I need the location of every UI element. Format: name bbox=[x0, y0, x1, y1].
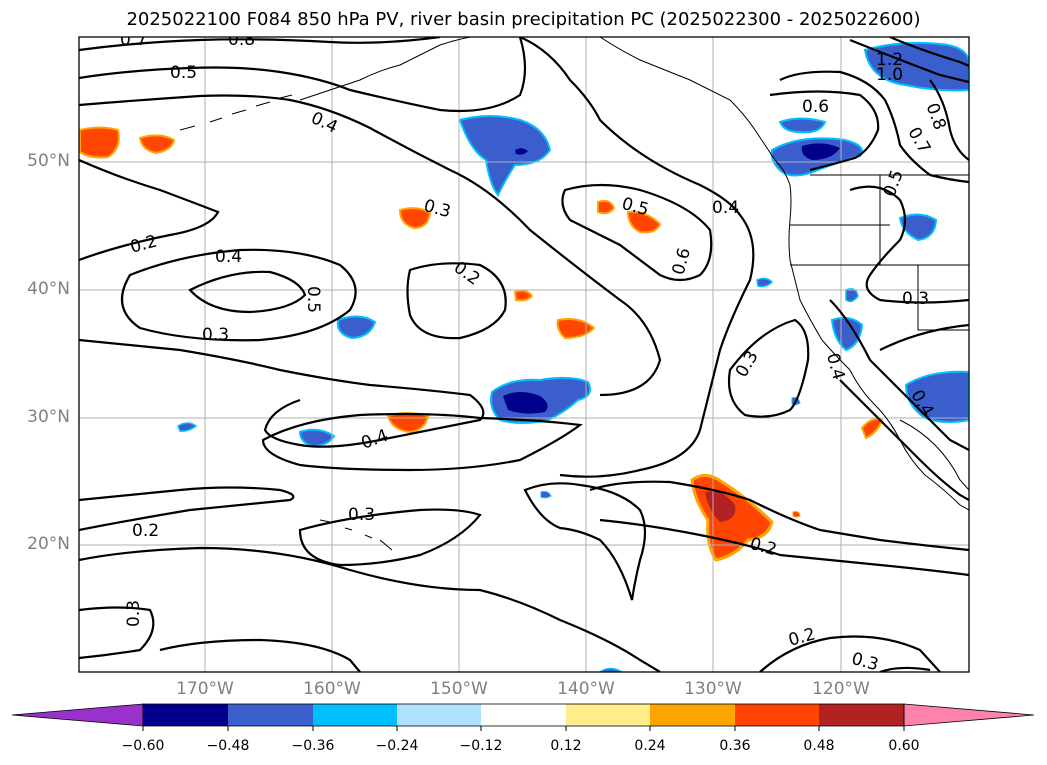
contour-label: 0.3 bbox=[202, 325, 229, 345]
lon-label-140w: 140°W bbox=[557, 679, 615, 699]
colorbar-bin bbox=[397, 704, 481, 726]
contour-label: 0.3 bbox=[732, 347, 763, 380]
lon-label-160w: 160°W bbox=[303, 679, 361, 699]
pacific-northwest-coast bbox=[599, 37, 792, 221]
colorbar-bin bbox=[735, 704, 819, 726]
precip-patch bbox=[458, 115, 552, 197]
precip-patch bbox=[845, 288, 859, 303]
colorbar bbox=[11, 703, 1035, 731]
lat-label-20n: 20°N bbox=[27, 534, 70, 554]
contour-label: 0.2 bbox=[128, 231, 159, 257]
colorbar-frame bbox=[142, 703, 905, 727]
contour-label: 0.5 bbox=[880, 167, 908, 199]
contour-label: 0.4 bbox=[822, 351, 848, 382]
precip-patch bbox=[756, 277, 774, 288]
contour-label: 0.2 bbox=[786, 624, 817, 650]
contour-label: 0.2 bbox=[132, 521, 159, 541]
precip-patch bbox=[386, 412, 430, 434]
precip-shading bbox=[79, 41, 969, 672]
precip-patch bbox=[626, 210, 662, 234]
precip-patch bbox=[830, 316, 864, 352]
aleutian-islands bbox=[179, 94, 293, 131]
map-title: 2025022100 F084 850 hPa PV, river basin … bbox=[126, 9, 921, 30]
pv-contours bbox=[79, 37, 969, 672]
colorbar-bin bbox=[228, 704, 313, 726]
colorbar-tick-label: 0.12 bbox=[550, 738, 582, 754]
lat-label-40n: 40°N bbox=[27, 279, 70, 299]
lat-label-50n: 50°N bbox=[27, 151, 70, 171]
lon-label-120w: 120°W bbox=[812, 679, 870, 699]
contour-label: 1.2 bbox=[876, 50, 903, 70]
colorbar-tick-label: −0.60 bbox=[121, 738, 165, 754]
precip-patch bbox=[398, 207, 432, 230]
precip-patch bbox=[513, 289, 534, 302]
plot-frame bbox=[78, 36, 970, 673]
lon-label-150w: 150°W bbox=[430, 679, 488, 699]
colorbar-extend-high bbox=[903, 703, 1035, 727]
colorbar-tick-label: −0.36 bbox=[291, 738, 335, 754]
precip-patch bbox=[860, 418, 884, 440]
precip-patch bbox=[540, 491, 552, 499]
contour-label: 0.2 bbox=[748, 534, 779, 560]
contour-label: 0.3 bbox=[902, 289, 929, 309]
colorbar-tick-label: 0.24 bbox=[634, 738, 666, 754]
precip-patch bbox=[898, 213, 938, 242]
precip-patch bbox=[79, 126, 120, 159]
contour-label: 0.8 bbox=[922, 100, 950, 132]
hawaii-islands bbox=[319, 519, 393, 551]
lon-label-170w: 170°W bbox=[176, 679, 234, 699]
contour-label: 0.3 bbox=[124, 600, 144, 627]
precip-patch bbox=[503, 392, 548, 414]
precip-patch bbox=[298, 428, 336, 448]
contour-label: 0.4 bbox=[359, 426, 391, 454]
west-coast bbox=[788, 219, 969, 511]
coastlines bbox=[179, 37, 969, 551]
contour-label: 0.3 bbox=[348, 505, 375, 525]
precip-patch bbox=[515, 148, 528, 155]
colorbar-bin bbox=[566, 704, 650, 726]
contour-label: 1.0 bbox=[876, 65, 903, 85]
colorbar-tick-label: −0.12 bbox=[459, 738, 503, 754]
contour-label: 0.6 bbox=[802, 97, 829, 117]
precip-patch bbox=[778, 117, 827, 134]
colorbar-bin bbox=[819, 704, 904, 726]
lon-label-130w: 130°W bbox=[684, 679, 742, 699]
colorbar-extend-low bbox=[11, 703, 144, 727]
precip-patch bbox=[138, 134, 176, 155]
contour-label: 0.6 bbox=[669, 246, 695, 277]
alaska-coast bbox=[299, 37, 471, 101]
precip-patch bbox=[792, 511, 801, 518]
colorbar-tick-label: −0.24 bbox=[375, 738, 419, 754]
colorbar-tick-label: 0.36 bbox=[719, 738, 751, 754]
contour-label: 0.5 bbox=[170, 63, 197, 83]
contour-label: 0.4 bbox=[712, 198, 739, 218]
contour-label: 0.3 bbox=[849, 649, 880, 675]
colorbar-bin bbox=[650, 704, 735, 726]
precip-patch bbox=[904, 370, 969, 424]
precip-patch bbox=[801, 143, 840, 160]
contour-label: 0.5 bbox=[303, 286, 323, 313]
precip-patch bbox=[597, 199, 616, 215]
colorbar-tick-label: 0.48 bbox=[803, 738, 835, 754]
colorbar-bin bbox=[143, 704, 228, 726]
baja-coast bbox=[899, 419, 969, 491]
colorbar-tick-label: 0.60 bbox=[888, 738, 920, 754]
contour-label: 0.8 bbox=[228, 30, 255, 50]
state-borders bbox=[790, 175, 969, 331]
contour-label: 0.5 bbox=[620, 194, 651, 220]
colorbar-tick-label: −0.48 bbox=[206, 738, 250, 754]
lat-label-30n: 30°N bbox=[27, 407, 70, 427]
colorbar-bin bbox=[481, 704, 566, 726]
precip-patch bbox=[556, 318, 596, 340]
contour-label: 0.4 bbox=[215, 247, 242, 267]
contour-label: 0.7 bbox=[120, 30, 147, 50]
precip-patch bbox=[336, 315, 377, 340]
colorbar-bin bbox=[313, 704, 397, 726]
precip-patch bbox=[177, 422, 198, 432]
